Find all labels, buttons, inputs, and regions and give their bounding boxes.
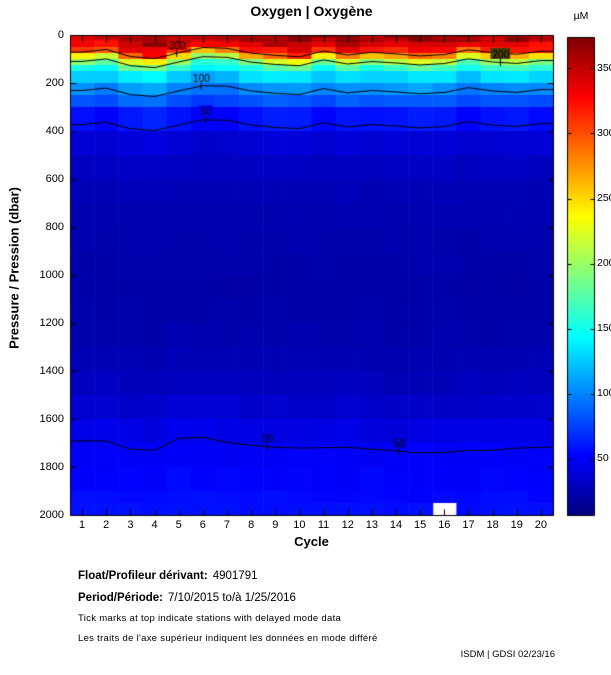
- x-tick-label: 8: [248, 519, 255, 531]
- x-tick-label: 4: [151, 519, 158, 531]
- y-tick-label: 2000: [39, 508, 64, 521]
- x-tick-label: 10: [293, 519, 306, 531]
- colorbar-tick-label: 50: [597, 452, 609, 465]
- x-tick-label: 7: [223, 519, 231, 531]
- x-tick-label: 12: [341, 519, 354, 531]
- colorbar-tick-label: 200: [597, 257, 611, 270]
- y-tick-label: 1800: [39, 460, 64, 473]
- colorbar-tick-label: 350: [597, 61, 611, 74]
- x-tick-label: 15: [414, 519, 427, 531]
- x-tick-label: 18: [486, 519, 499, 531]
- float-id-label: Float/Profileur dérivant:: [78, 570, 208, 582]
- x-tick-label: 17: [462, 519, 475, 531]
- x-tick-label: 19: [510, 519, 523, 531]
- plot-title: Oxygen | Oxygène: [250, 3, 373, 19]
- x-tick-label: 16: [438, 519, 451, 531]
- x-tick-label: 6: [199, 519, 206, 531]
- x-tick-label: 9: [272, 519, 279, 531]
- x-tick-label: 2: [103, 519, 110, 531]
- credit-stamp: ISDM | GDSI 02/23/16: [460, 649, 555, 660]
- x-axis-label: Cycle: [294, 534, 329, 549]
- period-value: 7/10/2015 to/à 1/25/2016: [168, 592, 296, 604]
- y-tick-label: 200: [45, 76, 64, 89]
- x-tick-label: 3: [127, 519, 134, 531]
- y-tick-label: 600: [45, 172, 64, 185]
- x-tick-label: 1: [79, 519, 86, 531]
- colorbar-tick-label: 250: [597, 192, 611, 204]
- x-tick-label: 13: [365, 519, 378, 531]
- x-tick-label: 20: [534, 519, 548, 531]
- y-tick-label: 400: [45, 124, 64, 137]
- y-tick-label: 1200: [39, 316, 64, 329]
- x-tick-label: 11: [317, 519, 330, 531]
- y-tick-label: 1000: [39, 268, 64, 281]
- y-tick-label: 1600: [39, 412, 64, 425]
- y-tick-label: 800: [45, 220, 64, 233]
- note-english: Tick marks at top indicate stations with…: [78, 613, 342, 624]
- colorbar-unit-label: µM: [573, 10, 589, 22]
- note-french: Les traits de l'axe supérieur indiquent …: [78, 633, 378, 644]
- float-id-value: 4901791: [212, 570, 258, 582]
- colorbar-tick-label: 150: [597, 322, 611, 335]
- colorbar-tick-label: 100: [597, 387, 611, 400]
- float-id-line: Float/Profileur dérivant: 4901791: [78, 570, 258, 582]
- x-tick-label: 5: [175, 519, 182, 531]
- y-tick-label: 0: [57, 28, 64, 41]
- period-label: Period/Période:: [78, 592, 163, 604]
- colorbar-tick-label: 300: [597, 126, 611, 139]
- y-tick-label: 1400: [39, 364, 64, 377]
- x-tick-label: 14: [389, 519, 403, 531]
- period-line: Period/Période: 7/10/2015 to/à 1/25/2016: [78, 592, 296, 604]
